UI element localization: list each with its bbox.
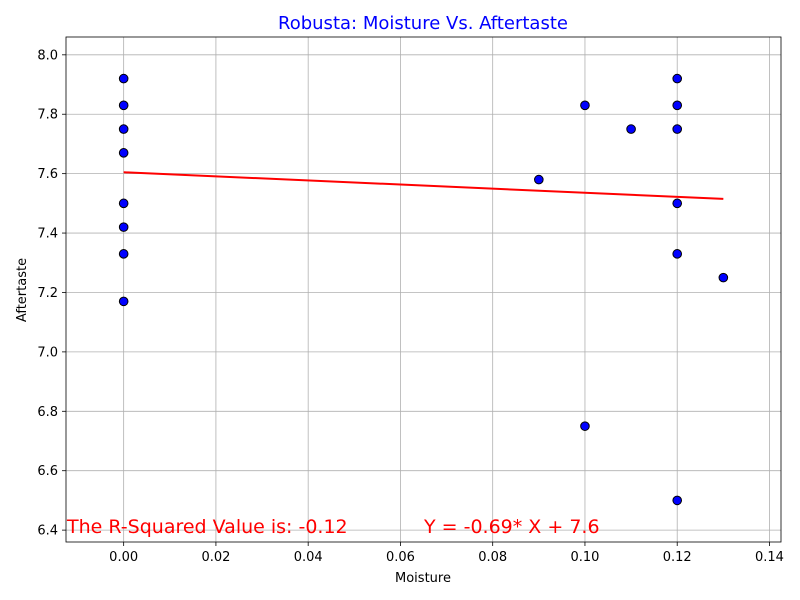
data-point (118, 198, 129, 209)
x-tick-label: 0.14 (755, 550, 784, 565)
data-point (534, 174, 544, 185)
data-point (118, 249, 129, 259)
data-point (118, 124, 129, 134)
x-tick-label: 0.10 (570, 550, 599, 565)
data-point (672, 495, 683, 506)
x-axis-label: Moisture (395, 571, 451, 586)
data-point (580, 100, 590, 111)
x-tick-label: 0.00 (109, 550, 138, 565)
y-tick-label: 7.0 (37, 345, 58, 360)
x-tick-label: 0.02 (201, 550, 230, 565)
regression-equation-annotation: Y = -0.69* X + 7.6 (423, 516, 600, 538)
y-axis-label: Aftertaste (15, 258, 30, 322)
regression-line (123, 171, 724, 200)
data-point (672, 124, 683, 134)
data-point (672, 100, 683, 111)
plot-area-frame (65, 36, 782, 543)
data-point (672, 73, 683, 84)
data-point (672, 249, 683, 259)
data-points (118, 73, 729, 506)
data-point (626, 124, 636, 134)
data-point (118, 73, 129, 84)
y-tick-label: 7.4 (37, 227, 58, 242)
y-tick-label: 6.8 (37, 405, 58, 420)
data-point (118, 100, 129, 111)
y-tick-label: 7.6 (37, 167, 58, 182)
data-point (580, 421, 590, 431)
data-point (118, 296, 129, 307)
x-tick-label: 0.12 (663, 550, 692, 565)
y-tick-label: 7.8 (37, 108, 58, 123)
grid-lines (66, 37, 781, 542)
r-squared-annotation: The R-Squared Value is: -0.12 (66, 516, 348, 538)
y-tick-label: 6.4 (37, 524, 58, 539)
x-tick-label: 0.08 (478, 550, 507, 565)
y-tick-label: 7.2 (37, 286, 58, 301)
data-point (118, 222, 129, 232)
data-point (672, 198, 683, 209)
regression-layer (123, 171, 724, 200)
y-tick-label: 8.0 (37, 48, 58, 63)
x-tick-label: 0.06 (386, 550, 415, 565)
y-tick-label: 6.6 (37, 464, 58, 479)
x-axis-ticks: 0.00 0.02 0.04 0.06 0.08 0.10 0.12 0.14 (109, 542, 784, 565)
data-point (118, 148, 129, 158)
y-axis-ticks: 6.4 6.6 6.8 7.0 7.2 7.4 7.6 7.8 8.0 (37, 48, 66, 539)
data-point (718, 272, 729, 283)
x-tick-label: 0.04 (294, 550, 323, 565)
chart-title: Robusta: Moisture Vs. Aftertaste (278, 13, 568, 34)
